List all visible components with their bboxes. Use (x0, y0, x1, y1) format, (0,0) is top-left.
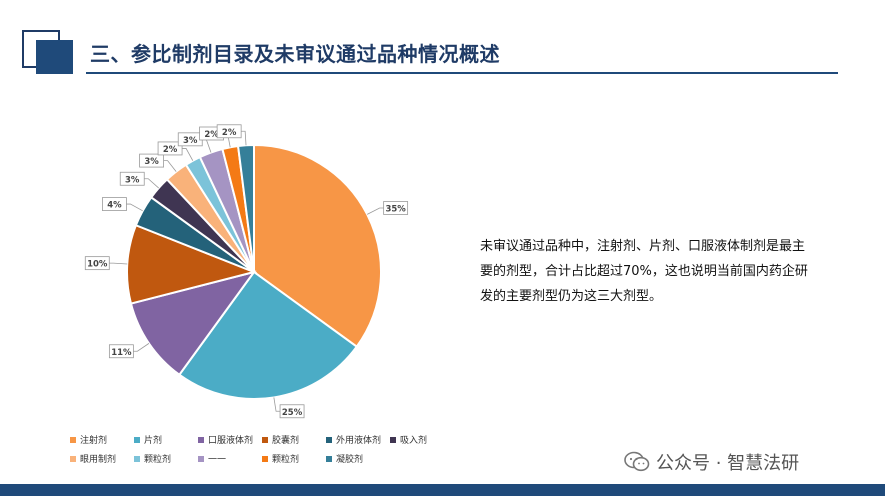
legend-item: 颗粒剂 (262, 452, 299, 465)
legend-item: 吸入剂 (390, 433, 427, 446)
legend-swatch (326, 455, 332, 462)
legend-item: 外用液体剂 (326, 433, 381, 446)
label-leader-line (273, 397, 281, 412)
legend-swatch (70, 436, 76, 443)
legend-item: 眼用制剂 (70, 452, 116, 465)
watermark-text: 公众号 · 智慧法研 (656, 453, 800, 474)
legend-label: 吸入剂 (400, 436, 428, 446)
data-label-box (108, 344, 134, 359)
legend-swatch (198, 436, 204, 443)
data-label: 2% (222, 128, 237, 138)
legend-item: 凝胶剂 (326, 452, 363, 465)
data-label-box (139, 153, 164, 168)
legend-label: 注射剂 (80, 436, 108, 446)
legend-label: 片剂 (144, 436, 163, 446)
data-label: 2% (204, 130, 219, 140)
legend-label: 眼用制剂 (80, 455, 117, 465)
legend-item: 一一 (198, 452, 226, 465)
page-title: 三、参比制剂目录及未审议通过品种情况概述 (90, 42, 500, 66)
bottom-band (0, 484, 885, 496)
data-label: 35% (385, 204, 406, 214)
title-corner-block (36, 40, 73, 74)
legend-label: 口服液体剂 (208, 436, 254, 446)
legend-swatch (262, 436, 268, 443)
data-label-box (279, 404, 305, 419)
label-leader-line (241, 130, 247, 146)
label-leader-line (182, 148, 194, 161)
data-label: 10% (87, 260, 108, 270)
data-label: 3% (125, 175, 140, 185)
legend-swatch (134, 455, 140, 462)
data-label: 2% (163, 145, 178, 155)
legend-item: 口服液体剂 (198, 433, 253, 446)
chart-description: 未审议通过品种中，注射剂、片剂、口服液体制剂是最主要的剂型，合计占比超过70%，… (480, 239, 808, 304)
legend-label: 凝胶剂 (336, 455, 364, 465)
label-leader-line (163, 160, 177, 172)
data-label-box (157, 141, 183, 156)
legend-swatch (70, 455, 76, 462)
legend-swatch (134, 436, 140, 443)
data-label-box (102, 197, 127, 211)
wechat-icon (624, 451, 650, 472)
legend-item: 胶囊剂 (262, 433, 299, 446)
data-label: 25% (282, 408, 303, 418)
label-leader-line (126, 203, 143, 212)
data-label-box (216, 124, 242, 139)
label-leader-line (202, 138, 212, 153)
legend-item: 注射剂 (70, 433, 107, 446)
pie-slice (126, 223, 258, 305)
data-label: 3% (144, 157, 159, 167)
legend-swatch (198, 455, 204, 462)
legend-label: 外用液体剂 (336, 436, 382, 446)
data-label: 11% (111, 348, 132, 358)
data-label: 3% (183, 136, 198, 146)
data-label-box (119, 171, 145, 186)
legend-label: 胶囊剂 (272, 436, 300, 446)
label-leader-line (109, 262, 128, 265)
legend-swatch (326, 436, 332, 443)
title-divider (86, 72, 838, 74)
legend-label: 一一 (208, 455, 227, 465)
legend-label: 颗粒剂 (272, 455, 300, 465)
label-leader-line (366, 207, 384, 215)
legend-item: 颗粒剂 (134, 452, 171, 465)
legend-label: 颗粒剂 (144, 455, 172, 465)
label-leader-line (144, 178, 160, 189)
legend-swatch (262, 455, 268, 462)
legend-swatch (390, 436, 396, 443)
data-label-box (84, 256, 110, 271)
legend-item: 片剂 (134, 433, 162, 446)
watermark: 公众号 · 智慧法研 (624, 449, 799, 475)
data-label: 4% (107, 201, 122, 211)
data-label-box (383, 201, 409, 215)
label-leader-line (133, 343, 150, 352)
